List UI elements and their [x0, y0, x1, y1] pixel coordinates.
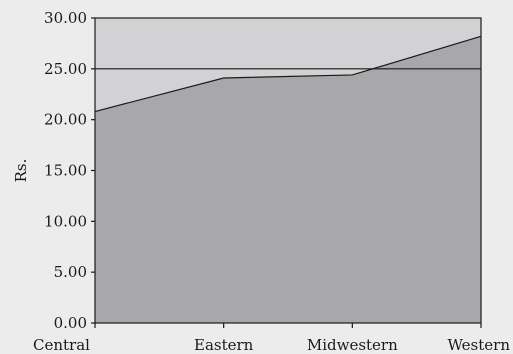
y-axis: 0.00 5.00 10.00 15.00 20.00 25.00 30.00	[44, 9, 95, 332]
y-tick-label: 10.00	[44, 212, 87, 230]
y-tick-label: 30.00	[44, 9, 87, 27]
x-category-label: Western	[447, 336, 510, 354]
area-series-line	[94, 35, 482, 113]
y-tick-label: 25.00	[44, 60, 87, 78]
x-category-label: Midwestern	[307, 336, 398, 354]
y-tick-label: 5.00	[54, 263, 87, 281]
area-series-fill	[95, 36, 481, 324]
y-tick-label: 20.00	[44, 111, 87, 129]
y-tick-label: 0.00	[54, 314, 87, 332]
x-category-label: Central	[33, 336, 90, 354]
x-axis: Central Eastern Midwestern Western	[33, 323, 510, 354]
y-tick-label: 15.00	[44, 162, 87, 180]
x-category-label: Eastern	[194, 336, 254, 354]
y-axis-title: Rs.	[12, 159, 30, 183]
